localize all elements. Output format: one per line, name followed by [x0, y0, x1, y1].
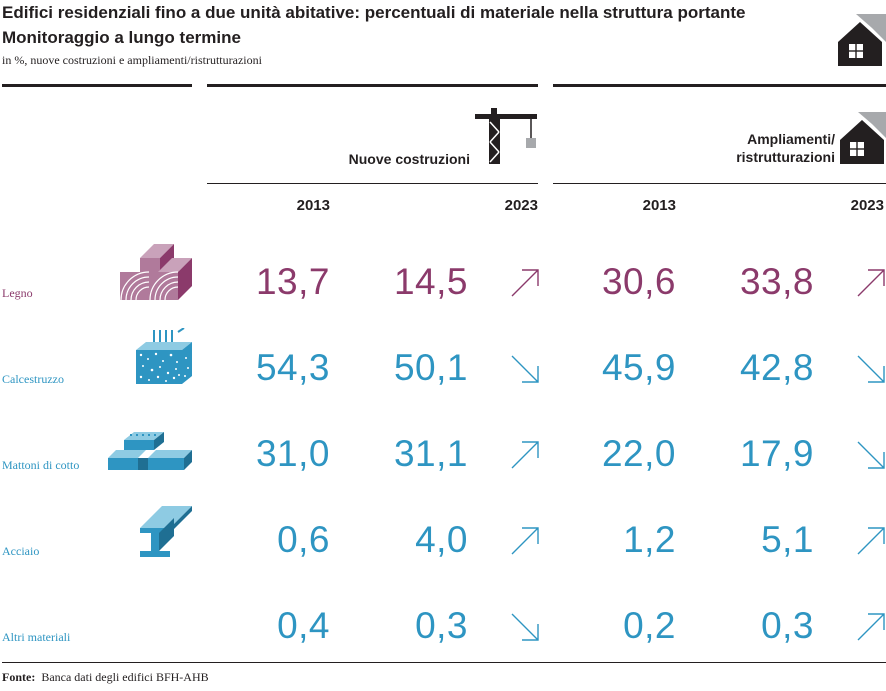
- row-label: Mattoni di cotto: [2, 458, 80, 472]
- source-text: Banca dati degli edifici BFH-AHB: [41, 670, 209, 684]
- value-cell: 22,0: [601, 433, 676, 474]
- header-rule-new: [207, 84, 538, 87]
- year-header: 2023: [850, 197, 884, 214]
- year-header: 2023: [504, 197, 538, 214]
- value-cell: 4,0: [415, 519, 468, 560]
- value-cell: 30,6: [601, 261, 676, 302]
- value-cell: 0,3: [761, 605, 814, 646]
- value-cell: 0,4: [277, 605, 330, 646]
- steel-beam-icon: [140, 506, 194, 558]
- value-cell: 14,5: [393, 261, 468, 302]
- bricks-icon: [108, 430, 194, 472]
- house-icon: [836, 14, 886, 68]
- row-label: Altri materiali: [2, 630, 71, 644]
- trend-up-arrow-icon: [856, 526, 886, 556]
- year-header: 2013: [642, 197, 676, 214]
- group-label-renov: Ampliamenti/ ristrutturazioni: [690, 130, 835, 166]
- value-cell: 13,7: [255, 261, 330, 302]
- row-label: Calcestruzzo: [2, 372, 64, 386]
- concrete-icon: [136, 328, 194, 386]
- header-rule-left: [2, 84, 192, 87]
- chart-subtitle: in %, nuove costruzioni e ampliamenti/ri…: [2, 53, 262, 67]
- header-rule-renov: [553, 84, 886, 87]
- footer-rule: [2, 662, 886, 663]
- chart-title: Edifici residenziali fino a due unità ab…: [2, 3, 746, 22]
- value-cell: 0,3: [415, 605, 468, 646]
- chart-title-2: Monitoraggio a lungo termine: [2, 28, 241, 47]
- trend-down-arrow-icon: [510, 354, 540, 384]
- crane-icon: [473, 108, 539, 164]
- group-label-new: Nuove costruzioni: [348, 151, 470, 167]
- row-label: Legno: [2, 286, 33, 300]
- group-label-renov-line2: ristrutturazioni: [736, 149, 835, 165]
- trend-down-arrow-icon: [510, 612, 540, 642]
- year-header: 2013: [296, 197, 330, 214]
- value-cell: 50,1: [393, 347, 468, 388]
- source-note: Fonte: Banca dati degli edifici BFH-AHB: [2, 670, 209, 685]
- value-cell: 45,9: [601, 347, 676, 388]
- house-extension-icon: [838, 112, 886, 164]
- wood-icon: [120, 244, 194, 300]
- value-cell: 42,8: [739, 347, 814, 388]
- source-label: Fonte:: [2, 670, 36, 684]
- trend-up-arrow-icon: [856, 612, 886, 642]
- value-cell: 33,8: [739, 261, 814, 302]
- value-cell: 31,1: [393, 433, 468, 474]
- value-cell: 0,6: [277, 519, 330, 560]
- group-label-renov-line1: Ampliamenti/: [747, 131, 835, 147]
- trend-down-arrow-icon: [856, 440, 886, 470]
- value-cell: 54,3: [255, 347, 330, 388]
- value-cell: 31,0: [255, 433, 330, 474]
- trend-down-arrow-icon: [856, 354, 886, 384]
- group-rule-new: [207, 183, 538, 184]
- trend-up-arrow-icon: [510, 268, 540, 298]
- group-rule-renov: [553, 183, 886, 184]
- value-cell: 17,9: [739, 433, 814, 474]
- value-cell: 5,1: [761, 519, 814, 560]
- trend-up-arrow-icon: [510, 526, 540, 556]
- value-cell: 0,2: [623, 605, 676, 646]
- trend-up-arrow-icon: [510, 440, 540, 470]
- row-label: Acciaio: [2, 544, 40, 558]
- value-cell: 1,2: [623, 519, 676, 560]
- trend-up-arrow-icon: [856, 268, 886, 298]
